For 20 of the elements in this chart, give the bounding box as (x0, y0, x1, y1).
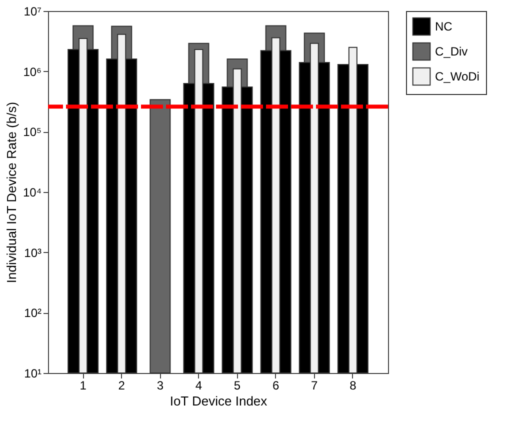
legend-label: NC (435, 20, 453, 34)
y-tick-label: 10⁷ (24, 4, 42, 18)
x-tick-label: 5 (234, 378, 241, 392)
x-tick-label: 6 (272, 378, 280, 392)
y-axis-title: Individual IoT Device Rate (b/s) (4, 102, 19, 284)
x-tick-label: 4 (195, 378, 202, 392)
y-tick-label: 10⁶ (23, 64, 42, 79)
x-tick-label: 2 (118, 378, 126, 392)
legend-label: C_Div (435, 44, 468, 58)
y-tick-label: 10⁴ (22, 186, 42, 200)
x-tick-label: 7 (311, 378, 318, 392)
x-tick-label: 3 (156, 378, 164, 392)
x-tick-label: 1 (80, 378, 87, 392)
x-tick-label: 8 (350, 378, 357, 392)
y-tick-label: 10² (24, 306, 42, 320)
y-tick-label: 10³ (24, 246, 42, 260)
legend-label: C_WoDi (435, 70, 480, 84)
y-tick-label: 10¹ (24, 366, 42, 380)
x-axis-title: IoT Device Index (170, 394, 268, 408)
y-tick-label: 10⁵ (23, 125, 42, 140)
